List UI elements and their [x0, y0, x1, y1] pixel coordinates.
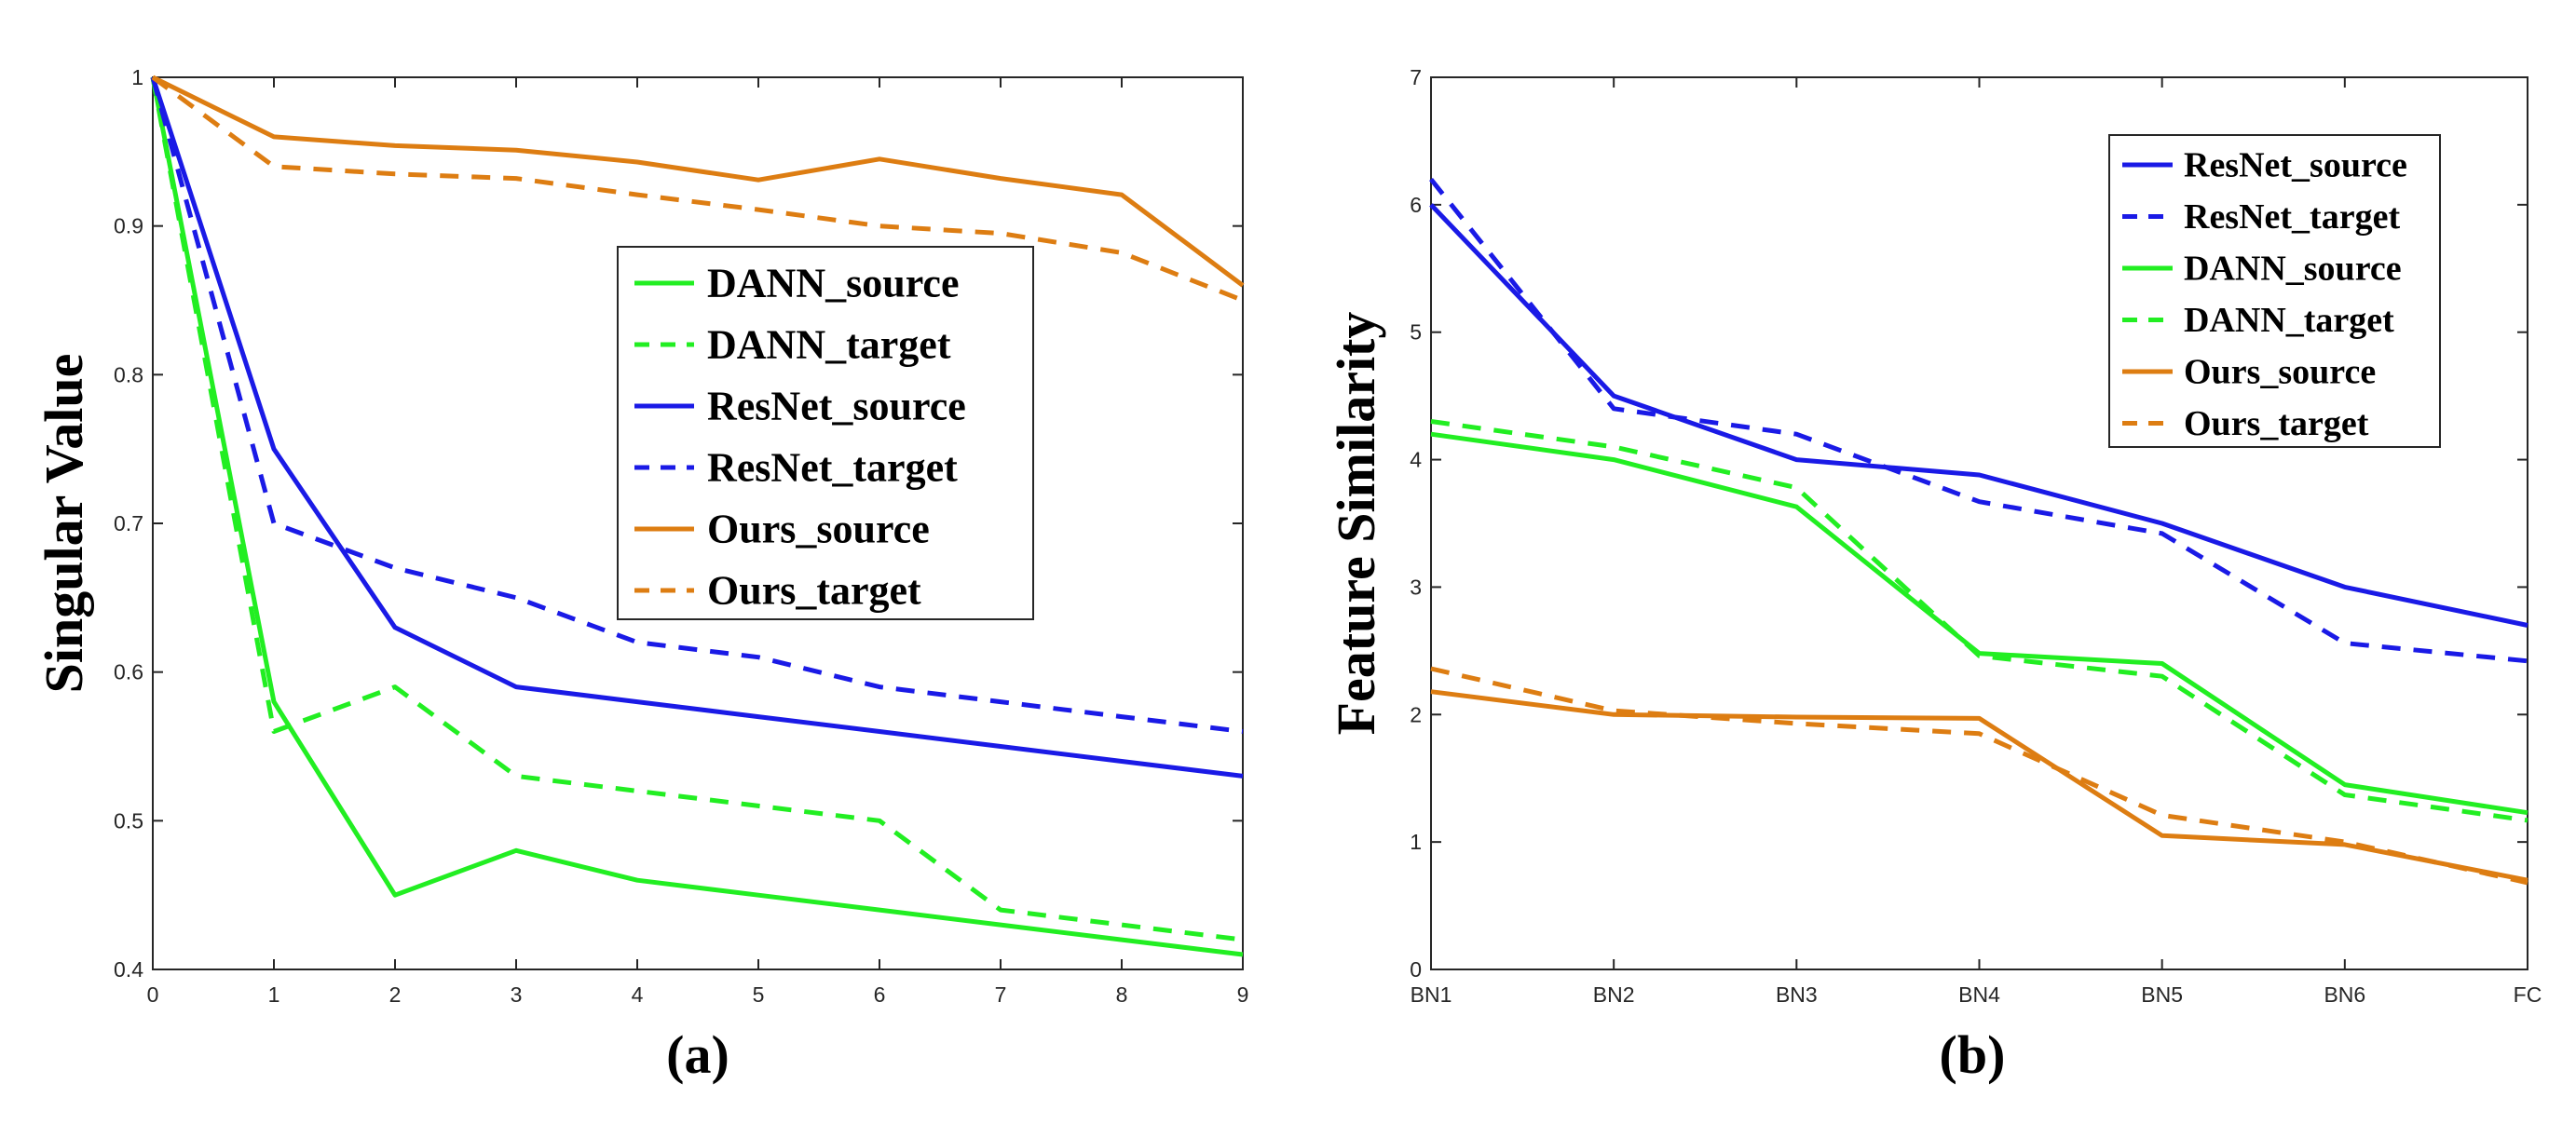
chart-b-y-tick-label: 5 [1410, 320, 1422, 345]
chart-a-y-tick-label: 0.9 [114, 214, 143, 238]
chart-b-legend-entries: ResNet_source ResNet_target DANN_source DAN… [2122, 146, 2407, 443]
chart-b-y-tick-label: 4 [1410, 448, 1422, 472]
chart-b-series-resnet-target [1429, 177, 2528, 664]
chart-b-x-tick-label: FC [2514, 982, 2542, 1007]
chart-a-x-tick-label: 0 [147, 982, 159, 1007]
chart-b-series-resnet-source [1429, 203, 2528, 628]
chart-a-x-tick-label: 9 [1237, 982, 1249, 1007]
chart-a-legend-label-dann-target: DANN_target [707, 322, 951, 368]
chart-b-x-tick-label: BN1 [1411, 982, 1452, 1007]
chart-b-series-dann-target [1430, 419, 2528, 823]
chart-a-y-tick-label: 0.6 [114, 660, 143, 684]
chart-b-y-axis-label: Feature Similarity [1326, 312, 1386, 736]
chart-b-series-ours-target [1430, 666, 2528, 886]
chart-b-x-tick-label: BN4 [1958, 982, 2000, 1007]
chart-b-y-tick-label: 0 [1410, 957, 1422, 982]
chart-b-x-tick-label: BN6 [2324, 982, 2365, 1007]
chart-a-series-dann-source [150, 76, 1244, 957]
chart-a-legend-label-ours-target: Ours_target [707, 568, 921, 614]
chart-a-legend-label-ours-source: Ours_source [707, 507, 930, 552]
chart-b-legend-box [2108, 134, 2441, 448]
chart-a-x-tick-label: 4 [632, 982, 644, 1007]
chart-b-legend-label-resnet-source: ResNet_source [2184, 146, 2407, 185]
chart-a-legend: DANN_source DANN_target ResNet_source ResNe… [617, 246, 1034, 620]
chart-a-legend-label-resnet-target: ResNet_target [707, 445, 958, 491]
chart-b-x-ticks: BN1 BN2 BN3 BN4 BN5 BN6 FC [1411, 77, 2542, 1007]
chart-a-series-dann-target [150, 76, 1244, 942]
chart-a-x-tick-label: 1 [268, 982, 280, 1007]
chart-a-x-tick-label: 7 [995, 982, 1007, 1007]
chart-b-x-tick-label: BN5 [2141, 982, 2183, 1007]
chart-a-x-tick-label: 6 [874, 982, 886, 1007]
chart-b-legend-label-ours-target: Ours_target [2184, 404, 2369, 443]
chart-b-x-tick-label: BN2 [1593, 982, 1635, 1007]
chart-a-series-resnet-source [150, 76, 1244, 779]
chart-a-legend-label-resnet-source: ResNet_source [707, 384, 966, 429]
chart-b-legend-label-ours-source: Ours_source [2184, 353, 2376, 392]
chart-b-y-tick-label: 7 [1410, 65, 1422, 89]
chart-b-series-lines [1429, 177, 2528, 886]
chart-a-y-axis-label: Singular Value [34, 354, 94, 694]
chart-a-x-tick-label: 3 [511, 982, 523, 1007]
chart-a-y-tick-label: 0.8 [114, 362, 143, 386]
chart-a-legend-label-dann-source: DANN_source [707, 261, 960, 306]
chart-b-legend-label-dann-source: DANN_source [2184, 250, 2402, 289]
chart-a-y-tick-label: 0.4 [114, 957, 143, 982]
chart-a-y-ticks: 0.4 0.5 0.6 0.7 0.8 0.9 1 [114, 65, 1243, 982]
chart-a-legend-box [617, 246, 1034, 620]
chart-a-y-tick-label: 0.5 [114, 808, 143, 833]
chart-b-y-tick-label: 2 [1410, 702, 1422, 726]
chart-a-panel-label: (a) [666, 1024, 729, 1085]
chart-b: 0 1 2 3 4 5 6 7 BN1 BN2 BN3 BN4 BN5 BN6 FC Feature Si… [1326, 65, 2542, 1085]
chart-b-legend-label-resnet-target: ResNet_target [2184, 197, 2400, 237]
chart-a-series-resnet-target [150, 76, 1244, 734]
chart-b-y-tick-label: 6 [1410, 193, 1422, 217]
chart-a: 0.4 0.5 0.6 0.7 0.8 0.9 1 0 1 2 3 4 5 6 7 8 9 Singular … [34, 65, 1248, 1085]
chart-b-series-ours-source [1430, 689, 2528, 883]
chart-b-x-tick-label: BN3 [1776, 982, 1818, 1007]
chart-b-legend-label-dann-target: DANN_target [2184, 301, 2394, 340]
chart-a-series-ours-target [151, 75, 1244, 303]
chart-b-legend: ResNet_source ResNet_target DANN_source DAN… [2108, 134, 2441, 448]
chart-a-y-tick-label: 1 [131, 65, 143, 89]
chart-b-y-ticks: 0 1 2 3 4 5 6 7 [1410, 65, 2528, 982]
chart-b-y-tick-label: 3 [1410, 575, 1422, 599]
chart-a-x-ticks: 0 1 2 3 4 5 6 7 8 9 [147, 77, 1249, 1007]
chart-a-x-tick-label: 2 [389, 982, 402, 1007]
chart-b-panel-label: (b) [1940, 1024, 2006, 1085]
chart-a-x-tick-label: 5 [753, 982, 765, 1007]
chart-a-legend-entries: DANN_source DANN_target ResNet_source ResNe… [634, 261, 966, 614]
chart-a-y-tick-label: 0.7 [114, 511, 143, 535]
chart-a-series-lines [150, 75, 1245, 957]
chart-a-series-ours-source [151, 75, 1245, 288]
chart-b-y-tick-label: 1 [1410, 830, 1422, 854]
chart-a-x-tick-label: 8 [1116, 982, 1128, 1007]
